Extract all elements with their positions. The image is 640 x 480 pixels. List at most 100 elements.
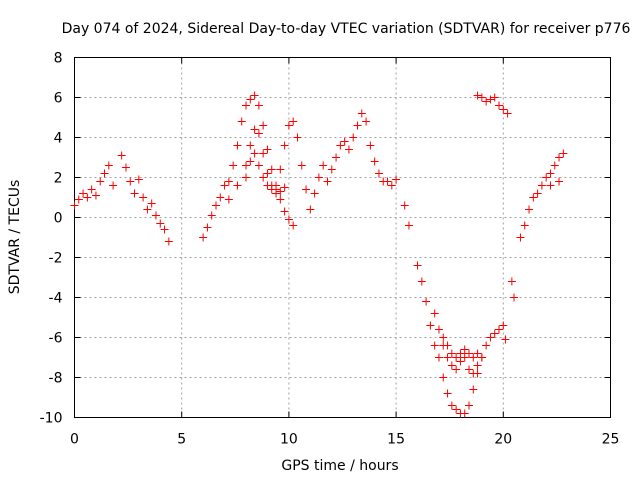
data-point	[550, 161, 559, 170]
x-tick-label: 15	[387, 432, 405, 448]
data-point	[310, 189, 319, 198]
data-point	[233, 181, 242, 190]
data-point	[289, 221, 298, 230]
data-point	[233, 141, 242, 150]
data-point	[254, 161, 263, 170]
data-point	[91, 191, 100, 200]
data-point	[297, 161, 306, 170]
grid-lines	[74, 57, 611, 418]
data-point	[469, 369, 478, 378]
data-point	[254, 129, 263, 138]
data-point	[340, 137, 349, 146]
y-tick-labels: -10 -8 -6 -4 -2 0 2 4 6 8	[40, 51, 63, 427]
data-point	[323, 177, 332, 186]
data-point	[501, 335, 510, 344]
data-point	[263, 145, 272, 154]
data-point	[516, 233, 525, 242]
data-point	[207, 211, 216, 220]
y-tick-label: -2	[49, 251, 63, 267]
data-point	[104, 161, 113, 170]
data-point	[387, 181, 396, 190]
data-point	[250, 125, 259, 134]
data-point	[259, 173, 268, 182]
data-point	[96, 177, 105, 186]
data-point	[70, 201, 79, 210]
data-point	[199, 233, 208, 242]
data-point	[276, 195, 285, 204]
y-tick-label: 8	[54, 51, 63, 67]
data-point	[229, 161, 238, 170]
y-tick-label: -8	[49, 371, 63, 387]
data-point	[242, 161, 251, 170]
data-point	[156, 219, 165, 228]
data-point	[224, 177, 233, 186]
data-point	[510, 293, 519, 302]
data-point	[422, 297, 431, 306]
data-point	[370, 157, 379, 166]
data-point	[452, 365, 461, 374]
data-point	[520, 221, 529, 230]
data-point	[464, 365, 473, 374]
data-point	[267, 185, 276, 194]
chart-title: Day 074 of 2024, Sidereal Day-to-day VTE…	[62, 21, 631, 37]
data-point	[276, 187, 285, 196]
y-tick-label: 2	[54, 171, 63, 187]
data-point	[426, 321, 435, 330]
data-point	[460, 409, 469, 418]
data-point	[447, 349, 456, 358]
data-point	[83, 193, 92, 202]
data-point	[447, 401, 456, 410]
data-point	[272, 181, 281, 190]
data-point	[349, 133, 358, 142]
data-point	[469, 353, 478, 362]
data-point	[443, 353, 452, 362]
data-point	[353, 121, 362, 130]
data-point	[289, 117, 298, 126]
data-point	[250, 91, 259, 100]
y-tick-label: -6	[49, 331, 63, 347]
data-point	[109, 181, 118, 190]
data-point	[430, 341, 439, 350]
data-point	[452, 353, 461, 362]
plot-frame	[74, 57, 611, 418]
data-point	[327, 165, 336, 174]
data-point	[366, 141, 375, 150]
data-point	[314, 173, 323, 182]
y-tick-label: 0	[54, 211, 63, 227]
data-point	[276, 165, 285, 174]
data-point	[413, 261, 422, 270]
data-point	[439, 333, 448, 342]
data-point	[263, 181, 272, 190]
data-point	[293, 133, 302, 142]
data-point	[134, 175, 143, 184]
data-point	[503, 109, 512, 118]
data-point	[460, 345, 469, 354]
data-point	[430, 309, 439, 318]
data-point	[259, 121, 268, 130]
data-point	[242, 101, 251, 110]
data-point	[490, 329, 499, 338]
data-point	[452, 405, 461, 414]
data-point	[250, 149, 259, 158]
data-points	[70, 91, 568, 418]
data-point	[555, 153, 564, 162]
data-point	[160, 225, 169, 234]
data-point	[404, 221, 413, 230]
data-point	[417, 277, 426, 286]
data-point	[529, 193, 538, 202]
data-point	[495, 325, 504, 334]
data-point	[439, 373, 448, 382]
data-point	[477, 93, 486, 102]
data-point	[306, 205, 315, 214]
data-point	[336, 141, 345, 150]
data-point	[464, 401, 473, 410]
data-point	[242, 173, 251, 182]
data-point	[525, 205, 534, 214]
data-point	[246, 141, 255, 150]
data-point	[117, 151, 126, 160]
data-point	[280, 183, 289, 192]
data-point	[357, 109, 366, 118]
data-point	[443, 341, 452, 350]
data-point	[546, 181, 555, 190]
data-point	[555, 177, 564, 186]
